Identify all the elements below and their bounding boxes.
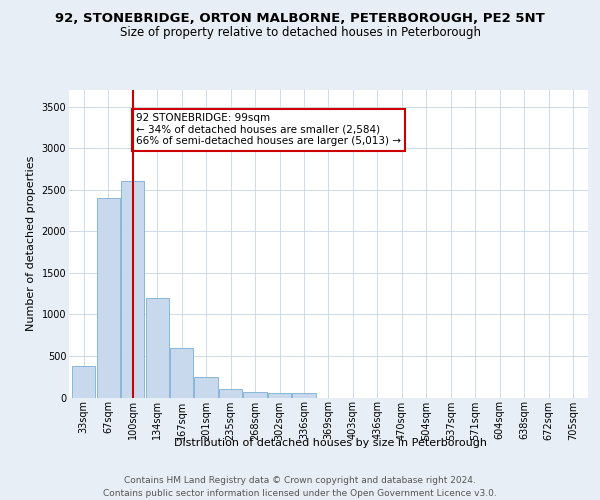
Bar — [170, 348, 193, 398]
Text: Size of property relative to detached houses in Peterborough: Size of property relative to detached ho… — [119, 26, 481, 39]
Bar — [194, 376, 218, 398]
Text: Distribution of detached houses by size in Peterborough: Distribution of detached houses by size … — [173, 438, 487, 448]
Text: Contains public sector information licensed under the Open Government Licence v3: Contains public sector information licen… — [103, 489, 497, 498]
Text: 92, STONEBRIDGE, ORTON MALBORNE, PETERBOROUGH, PE2 5NT: 92, STONEBRIDGE, ORTON MALBORNE, PETERBO… — [55, 12, 545, 26]
Bar — [219, 389, 242, 398]
Bar — [146, 298, 169, 398]
Text: Contains HM Land Registry data © Crown copyright and database right 2024.: Contains HM Land Registry data © Crown c… — [124, 476, 476, 485]
Bar — [244, 392, 266, 398]
Bar — [72, 366, 95, 398]
Text: 92 STONEBRIDGE: 99sqm
← 34% of detached houses are smaller (2,584)
66% of semi-d: 92 STONEBRIDGE: 99sqm ← 34% of detached … — [136, 114, 401, 146]
Bar — [268, 392, 291, 398]
Y-axis label: Number of detached properties: Number of detached properties — [26, 156, 36, 332]
Bar — [121, 182, 144, 398]
Bar — [292, 394, 316, 398]
Bar — [97, 198, 120, 398]
